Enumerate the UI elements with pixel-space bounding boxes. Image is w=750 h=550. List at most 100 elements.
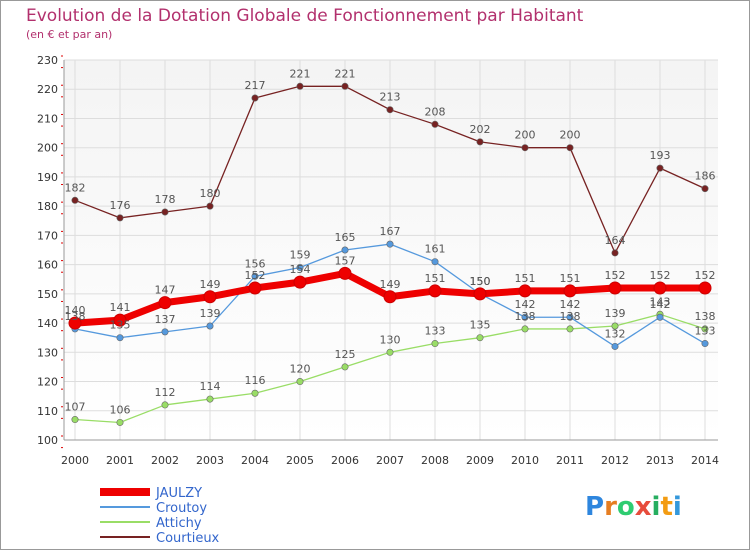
data-point-attichy [161, 401, 169, 409]
data-point-croutoy [251, 272, 259, 280]
data-label-croutoy: 142 [515, 298, 536, 311]
data-point-attichy [521, 325, 529, 333]
data-label-jaulzy: 152 [245, 269, 266, 282]
data-label-courtieux: 213 [380, 91, 401, 104]
data-point-courtieux [206, 202, 214, 210]
data-label-croutoy: 142 [650, 298, 671, 311]
data-label-jaulzy: 151 [560, 272, 581, 285]
data-point-attichy [611, 322, 619, 330]
chart-subtitle: (en € et par an) [26, 28, 112, 41]
data-label-jaulzy: 150 [470, 275, 491, 288]
data-point-courtieux [521, 144, 529, 152]
data-label-jaulzy: 149 [380, 278, 401, 291]
data-label-courtieux: 208 [425, 105, 446, 118]
data-label-courtieux: 221 [335, 67, 356, 80]
data-label-croutoy: 161 [425, 243, 446, 256]
data-label-courtieux: 176 [110, 199, 131, 212]
data-point-attichy [116, 418, 124, 426]
y-tick-label: 210 [37, 112, 58, 125]
data-point-croutoy [161, 328, 169, 336]
data-label-jaulzy: 154 [290, 263, 311, 276]
logo-letter: t [660, 492, 672, 522]
data-label-courtieux: 217 [245, 79, 266, 92]
data-label-jaulzy: 149 [200, 278, 221, 291]
data-label-jaulzy: 151 [515, 272, 536, 285]
data-label-courtieux: 221 [290, 67, 311, 80]
data-point-courtieux [386, 106, 394, 114]
y-tick-label: 170 [37, 229, 58, 242]
data-point-jaulzy [653, 281, 667, 295]
data-label-attichy: 107 [65, 401, 86, 414]
chart-title: Evolution de la Dotation Globale de Fonc… [26, 6, 584, 26]
data-point-courtieux [701, 185, 709, 193]
data-point-courtieux [341, 82, 349, 90]
x-tick-label: 2002 [151, 454, 179, 467]
y-tick-label: 180 [37, 200, 58, 213]
y-tick-label: 230 [37, 54, 58, 67]
data-label-croutoy: 159 [290, 249, 311, 262]
data-point-jaulzy [563, 284, 577, 298]
data-point-courtieux [656, 164, 664, 172]
data-label-jaulzy: 152 [695, 269, 716, 282]
x-tick-label: 2005 [286, 454, 314, 467]
data-label-croutoy: 150 [470, 275, 491, 288]
data-point-jaulzy [293, 275, 307, 289]
data-point-croutoy [206, 322, 214, 330]
data-label-croutoy: 135 [110, 319, 131, 332]
data-point-attichy [71, 416, 79, 424]
logo-letter: r [604, 492, 617, 522]
data-point-croutoy [386, 240, 394, 248]
data-point-jaulzy [428, 284, 442, 298]
data-point-attichy [296, 378, 304, 386]
data-point-attichy [341, 363, 349, 371]
data-label-croutoy: 165 [335, 231, 356, 244]
data-label-attichy: 133 [425, 325, 446, 338]
data-label-courtieux: 202 [470, 123, 491, 136]
data-point-courtieux [476, 138, 484, 146]
y-tick-label: 190 [37, 171, 58, 184]
data-label-courtieux: 182 [65, 181, 86, 194]
logo-letter: i [652, 492, 661, 522]
x-tick-label: 2010 [511, 454, 539, 467]
data-point-jaulzy [383, 290, 397, 304]
data-point-attichy [431, 340, 439, 348]
data-point-jaulzy [113, 313, 127, 327]
data-label-attichy: 139 [605, 307, 626, 320]
x-tick-label: 2011 [556, 454, 584, 467]
x-tick-label: 2013 [646, 454, 674, 467]
data-point-croutoy [611, 342, 619, 350]
data-point-croutoy [521, 313, 529, 321]
data-label-croutoy: 156 [245, 257, 266, 270]
data-label-attichy: 120 [290, 363, 311, 376]
y-tick-label: 150 [37, 288, 58, 301]
data-point-attichy [701, 325, 709, 333]
data-point-jaulzy [518, 284, 532, 298]
data-label-courtieux: 200 [515, 129, 536, 142]
x-tick-label: 2014 [691, 454, 719, 467]
data-point-courtieux [431, 120, 439, 128]
data-point-jaulzy [248, 281, 262, 295]
data-point-croutoy [431, 258, 439, 266]
y-tick-label: 160 [37, 259, 58, 272]
data-point-croutoy [116, 334, 124, 342]
x-tick-label: 2012 [601, 454, 629, 467]
legend-label-jaulzy: JAULZY [155, 486, 202, 501]
data-point-jaulzy [203, 290, 217, 304]
logo-letter: P [585, 492, 604, 522]
data-label-courtieux: 193 [650, 149, 671, 162]
data-point-jaulzy [473, 287, 487, 301]
data-point-courtieux [71, 196, 79, 204]
logo-letter: i [673, 492, 682, 522]
data-label-attichy: 135 [470, 319, 491, 332]
data-point-croutoy [701, 340, 709, 348]
plot-area [64, 60, 718, 440]
data-label-jaulzy: 147 [155, 284, 176, 297]
data-label-attichy: 138 [695, 310, 716, 323]
data-label-jaulzy: 152 [650, 269, 671, 282]
series [68, 82, 712, 426]
y-tick-label: 130 [37, 346, 58, 359]
legend-label-croutoy: Croutoy [156, 501, 207, 516]
data-label-jaulzy: 140 [65, 304, 86, 317]
